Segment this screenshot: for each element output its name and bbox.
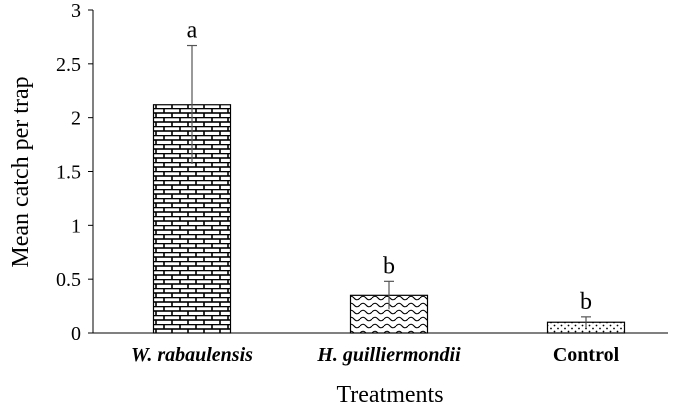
y-tick-label: 3 <box>71 0 81 22</box>
x-category-label: Control <box>553 344 620 366</box>
significance-letter: a <box>187 18 198 44</box>
x-axis-title: Treatments <box>336 382 443 408</box>
x-category-label: W. rabaulensis <box>131 344 253 366</box>
y-tick-label: 0.5 <box>56 269 81 291</box>
y-axis-title: Mean catch per trap <box>8 76 34 267</box>
x-category-label: H. guilliermondii <box>316 344 461 366</box>
x-axis-category-labels: W. rabaulensis H. guilliermondii Control <box>131 344 620 366</box>
y-tick-label: 2 <box>71 108 81 130</box>
significance-letter: b <box>580 289 592 315</box>
y-tick-label: 1 <box>71 215 81 237</box>
error-bars <box>187 44 591 328</box>
y-tick-label: 1.5 <box>56 162 81 184</box>
significance-letter: b <box>383 253 395 279</box>
y-tick-label: 2.5 <box>56 54 81 76</box>
significance-labels: a b b <box>187 18 592 315</box>
y-axis-ticks: 0 0.5 1 1.5 2 2.5 3 <box>56 0 93 345</box>
y-tick-label: 0 <box>71 323 81 345</box>
